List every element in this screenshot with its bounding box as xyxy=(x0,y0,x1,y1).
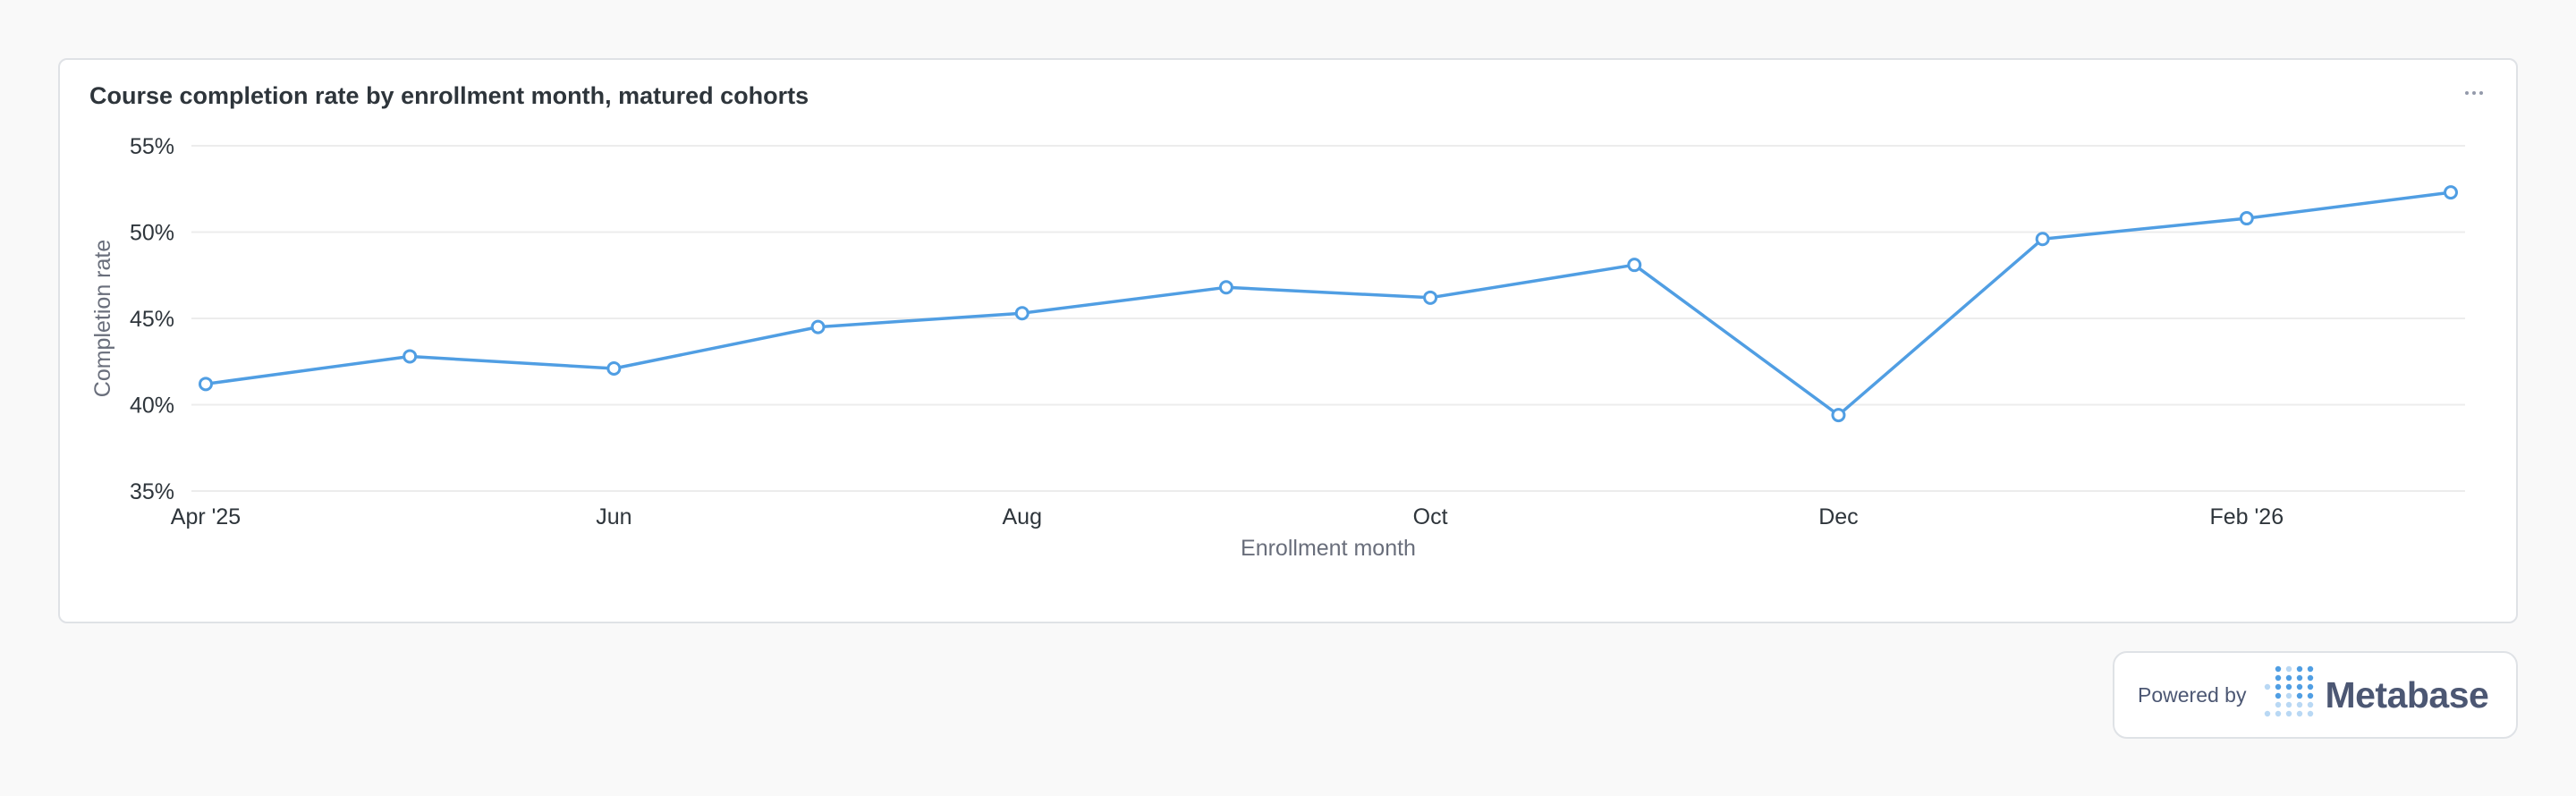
x-axis-title: Enrollment month xyxy=(1241,536,1416,561)
x-tick-label: Apr '25 xyxy=(171,504,241,529)
data-point[interactable] xyxy=(606,360,622,376)
y-axis-title: Completion rate xyxy=(90,240,115,397)
line-chart: 35% 40% 45% 50% 55% Apr '25 Jun Aug Oct Dec Feb '… xyxy=(90,134,2465,561)
y-tick-label: 50% xyxy=(130,221,174,246)
x-tick-label: Aug xyxy=(1002,504,1041,529)
x-tick-label: Dec xyxy=(1818,504,1858,529)
data-point[interactable] xyxy=(1423,290,1438,305)
data-point[interactable] xyxy=(199,377,213,392)
y-tick-label: 45% xyxy=(130,307,174,332)
powered-by-badge[interactable]: Powered by Metabase xyxy=(2113,651,2518,739)
data-point[interactable] xyxy=(810,319,826,334)
data-point[interactable] xyxy=(1218,280,1233,295)
y-tick-label: 55% xyxy=(130,134,174,159)
y-tick-label: 35% xyxy=(130,479,174,504)
data-point[interactable] xyxy=(2444,185,2458,200)
data-point[interactable] xyxy=(1627,258,1642,273)
more-options-icon[interactable] xyxy=(2459,78,2489,108)
y-tick-label: 40% xyxy=(130,394,174,419)
data-point[interactable] xyxy=(2035,232,2050,247)
series-line xyxy=(205,191,2452,417)
data-point[interactable] xyxy=(402,349,418,364)
powered-by-label: Powered by xyxy=(2138,682,2247,707)
data-point[interactable] xyxy=(1014,306,1030,321)
x-tick-label: Jun xyxy=(596,504,631,529)
chart-title[interactable]: Course completion rate by enrollment mon… xyxy=(89,82,809,109)
chart-card: Course completion rate by enrollment mon… xyxy=(58,58,2518,623)
x-tick-label: Feb '26 xyxy=(2210,504,2284,529)
metabase-logo-icon xyxy=(2264,665,2314,725)
x-tick-label: Oct xyxy=(1413,504,1448,529)
brand-name: Metabase xyxy=(2325,673,2489,716)
data-point[interactable] xyxy=(1831,408,1846,423)
data-point[interactable] xyxy=(2239,211,2254,226)
